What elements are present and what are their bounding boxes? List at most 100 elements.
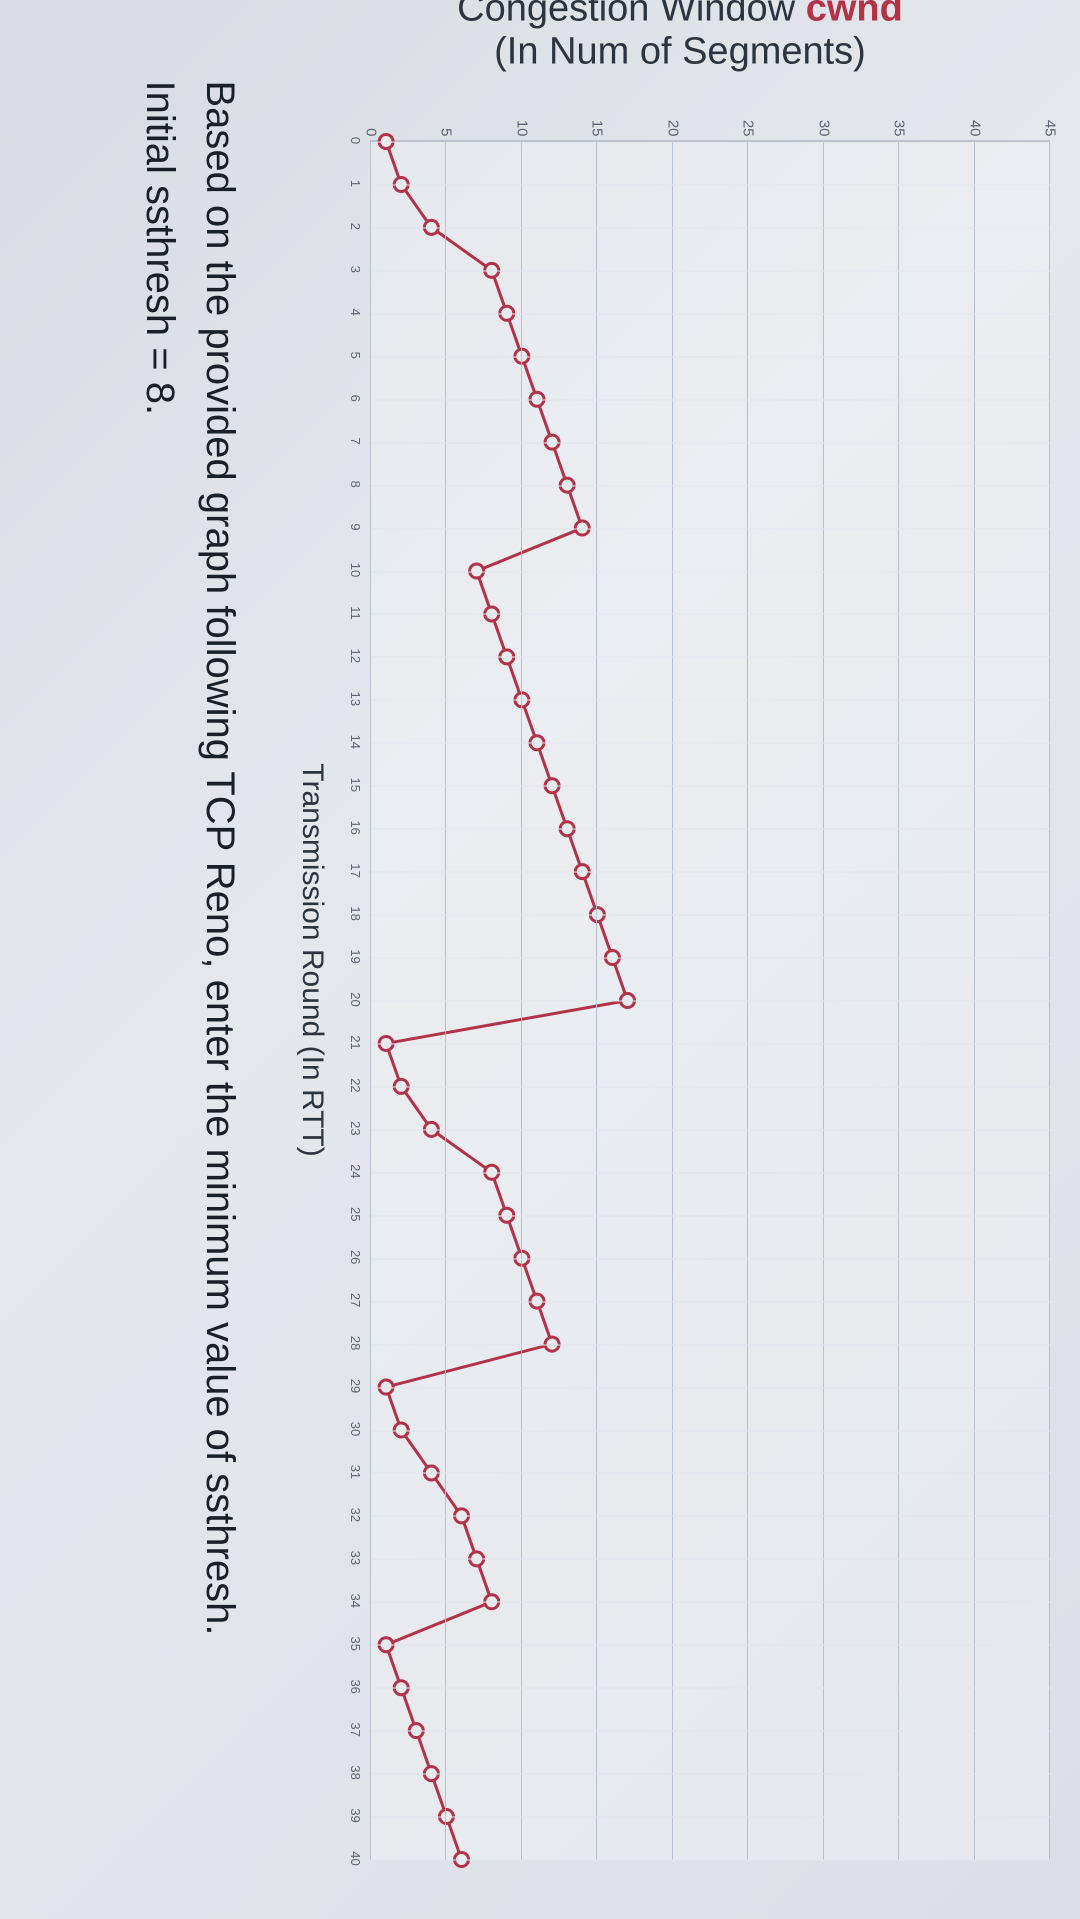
gridline-v bbox=[371, 1086, 1050, 1087]
x-tick-label: 11 bbox=[348, 606, 363, 620]
x-tick-label: 19 bbox=[348, 949, 363, 963]
y-tick-label: 45 bbox=[1042, 118, 1059, 136]
x-tick-label: 2 bbox=[348, 222, 363, 229]
x-tick-label: 40 bbox=[348, 1851, 363, 1865]
gridline-v bbox=[371, 1601, 1050, 1602]
x-tick-label: 12 bbox=[348, 648, 363, 662]
gridline-v bbox=[371, 1687, 1050, 1688]
y-tick-label: 40 bbox=[966, 118, 983, 136]
gridline-v bbox=[371, 785, 1050, 786]
x-tick-label: 31 bbox=[348, 1464, 363, 1478]
ylabel-sub: (In Num of Segments) bbox=[494, 30, 866, 72]
y-axis-label: Congestion Window cwnd (In Num of Segmen… bbox=[457, 0, 903, 73]
x-tick-label: 30 bbox=[348, 1421, 363, 1435]
gridline-v bbox=[371, 1730, 1050, 1731]
gridline-v bbox=[371, 313, 1050, 314]
x-tick-label: 4 bbox=[348, 308, 363, 315]
gridline-v bbox=[371, 571, 1050, 572]
x-tick-label: 24 bbox=[348, 1164, 363, 1178]
y-tick-label: 0 bbox=[363, 118, 380, 136]
ylabel-prefix: Congestion Window bbox=[457, 0, 806, 29]
x-tick-label: 6 bbox=[348, 394, 363, 401]
x-tick-label: 17 bbox=[348, 863, 363, 877]
x-tick-label: 37 bbox=[348, 1722, 363, 1736]
gridline-v bbox=[371, 1215, 1050, 1216]
x-tick-label: 14 bbox=[348, 734, 363, 748]
x-tick-label: 28 bbox=[348, 1335, 363, 1349]
x-axis-label: Transmission Round (In RTT) bbox=[295, 40, 329, 1879]
question-line-2: Initial ssthresh = 8. bbox=[130, 80, 190, 1839]
gridline-v bbox=[371, 485, 1050, 486]
x-tick-label: 29 bbox=[348, 1378, 363, 1392]
gridline-v bbox=[371, 1000, 1050, 1001]
y-tick-label: 25 bbox=[740, 118, 757, 136]
x-tick-label: 21 bbox=[348, 1035, 363, 1049]
gridline-v bbox=[371, 1816, 1050, 1817]
question-text: Based on the provided graph following TC… bbox=[130, 40, 250, 1879]
gridline-v bbox=[371, 1301, 1050, 1302]
gridline-v bbox=[371, 184, 1050, 185]
x-tick-label: 39 bbox=[348, 1808, 363, 1822]
x-tick-label: 26 bbox=[348, 1249, 363, 1263]
gridline-v bbox=[371, 1258, 1050, 1259]
page: Congestion Window cwnd (In Num of Segmen… bbox=[0, 0, 1080, 1919]
x-tick-label: 16 bbox=[348, 820, 363, 834]
gridline-v bbox=[371, 613, 1050, 614]
x-tick-label: 18 bbox=[348, 906, 363, 920]
y-tick-label: 5 bbox=[438, 118, 455, 136]
x-tick-label: 33 bbox=[348, 1550, 363, 1564]
gridline-v bbox=[371, 356, 1050, 357]
x-tick-label: 3 bbox=[348, 265, 363, 272]
x-tick-label: 36 bbox=[348, 1679, 363, 1693]
x-tick-label: 13 bbox=[348, 691, 363, 705]
gridline-v bbox=[371, 227, 1050, 228]
y-tick-label: 10 bbox=[513, 118, 530, 136]
gridline-v bbox=[371, 1172, 1050, 1173]
cwnd-chart: Congestion Window cwnd (In Num of Segmen… bbox=[290, 40, 1070, 1879]
ylabel-accent: cwnd bbox=[806, 0, 903, 29]
x-tick-label: 10 bbox=[348, 562, 363, 576]
x-tick-label: 38 bbox=[348, 1765, 363, 1779]
gridline-v bbox=[371, 1344, 1050, 1345]
gridline-v bbox=[371, 399, 1050, 400]
gridline-v bbox=[371, 270, 1050, 271]
gridline-v bbox=[371, 1387, 1050, 1388]
gridline-v bbox=[371, 528, 1050, 529]
x-tick-label: 5 bbox=[348, 351, 363, 358]
x-tick-label: 23 bbox=[348, 1121, 363, 1135]
gridline-v bbox=[371, 1558, 1050, 1559]
question-line-1: Based on the provided graph following TC… bbox=[190, 80, 250, 1839]
x-tick-label: 9 bbox=[348, 523, 363, 530]
gridline-v bbox=[371, 1773, 1050, 1774]
y-tick-label: 35 bbox=[891, 118, 908, 136]
x-tick-label: 22 bbox=[348, 1078, 363, 1092]
x-tick-label: 20 bbox=[348, 992, 363, 1006]
gridline-v bbox=[371, 1129, 1050, 1130]
gridline-v bbox=[371, 871, 1050, 872]
gridline-v bbox=[371, 1859, 1050, 1860]
x-tick-label: 35 bbox=[348, 1636, 363, 1650]
x-tick-label: 27 bbox=[348, 1292, 363, 1306]
x-tick-label: 0 bbox=[348, 136, 363, 143]
x-tick-label: 32 bbox=[348, 1507, 363, 1521]
gridline-v bbox=[371, 1644, 1050, 1645]
x-tick-label: 7 bbox=[348, 437, 363, 444]
gridline-v bbox=[371, 1430, 1050, 1431]
gridline-v bbox=[371, 957, 1050, 958]
gridline-v bbox=[371, 656, 1050, 657]
content-landscape: Congestion Window cwnd (In Num of Segmen… bbox=[0, 0, 1080, 1919]
x-tick-label: 25 bbox=[348, 1207, 363, 1221]
x-tick-label: 1 bbox=[348, 179, 363, 186]
x-tick-label: 8 bbox=[348, 480, 363, 487]
gridline-v bbox=[371, 1515, 1050, 1516]
y-tick-label: 15 bbox=[589, 118, 606, 136]
y-tick-label: 30 bbox=[815, 118, 832, 136]
gridline-v bbox=[371, 442, 1050, 443]
x-tick-label: 34 bbox=[348, 1593, 363, 1607]
gridline-v bbox=[371, 828, 1050, 829]
gridline-v bbox=[371, 141, 1050, 142]
y-tick-label: 20 bbox=[664, 118, 681, 136]
gridline-v bbox=[371, 914, 1050, 915]
gridline-v bbox=[371, 699, 1050, 700]
plot-area bbox=[370, 140, 1050, 1859]
